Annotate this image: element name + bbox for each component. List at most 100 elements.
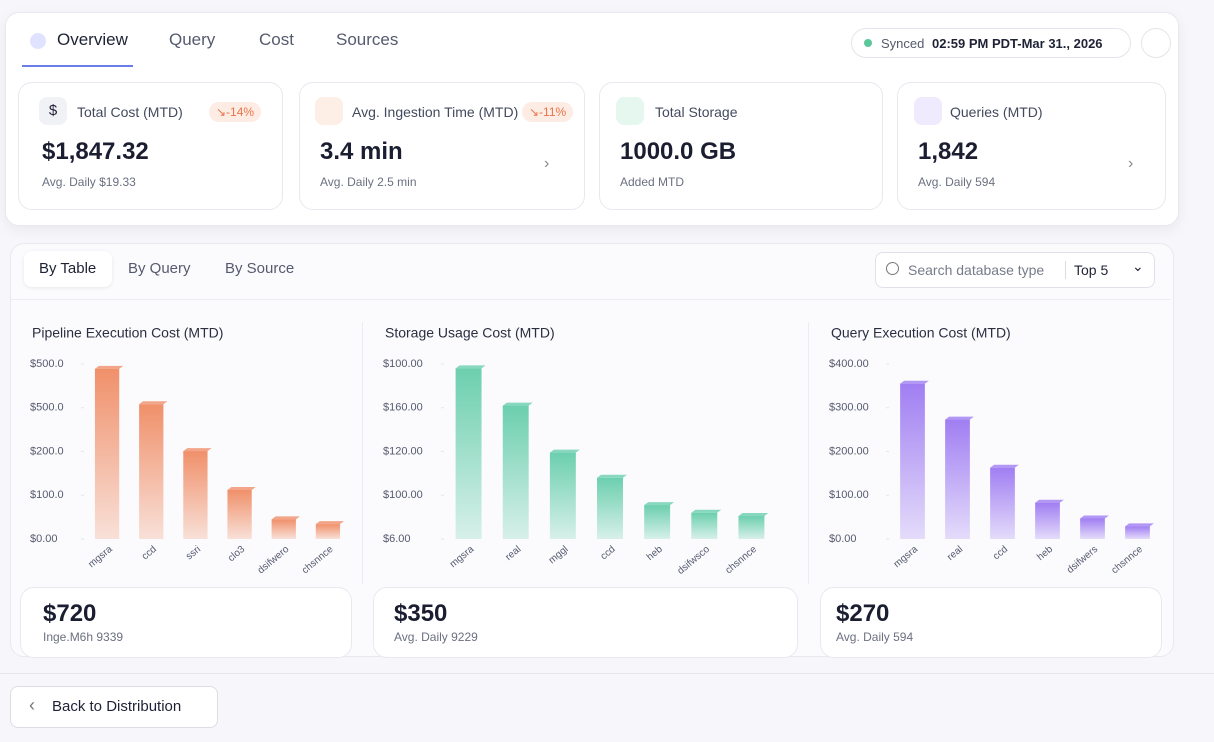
tab-underline: [22, 65, 133, 67]
kpi-sub: Avg. Daily 594: [918, 175, 996, 189]
bar-top: [597, 474, 627, 478]
subtab[interactable]: By Source: [225, 260, 295, 277]
chevron: ›: [544, 155, 550, 172]
summary-sub: Avg. Daily 9229: [394, 630, 478, 644]
tab[interactable]: Query: [169, 30, 216, 49]
bar: [227, 490, 252, 539]
overview-icon: [30, 33, 46, 49]
divider: [0, 673, 1214, 674]
back-label: Back to Distribution: [52, 698, 182, 715]
search-placeholder: Search database type: [908, 262, 1045, 278]
bar-top: [1035, 499, 1064, 503]
charts: Pipeline Execution Cost (MTD) $0.00 $100.0…: [30, 325, 1154, 577]
kpi-badge: ↘-14%: [209, 102, 262, 122]
kpi-icon: [315, 97, 343, 125]
y-tick-label: $160.00: [383, 402, 423, 414]
y-tick-label: $0.00: [829, 533, 857, 545]
bar-top: [94, 365, 124, 369]
bar: [597, 477, 623, 539]
bar-top: [990, 464, 1019, 468]
x-tick-label: real: [945, 544, 965, 563]
bar: [1125, 526, 1150, 539]
x-tick-label: chsnnce: [1110, 544, 1146, 577]
bar-top: [227, 487, 256, 490]
kpi-sub: Avg. Daily 2.5 min: [320, 175, 417, 189]
y-tick-label: $500.0: [30, 402, 64, 414]
bar-top: [1080, 515, 1109, 519]
kpi-card: $ Total Cost (MTD) ↘-14% $1,847.32 Avg. …: [18, 82, 283, 210]
bar-top: [315, 521, 345, 525]
kpi-sub: Added MTD: [620, 175, 685, 189]
sync-pill: Synced 02:59 PM PDT-Mar 31., 2026: [851, 28, 1131, 58]
y-tick-label: $500.0: [30, 358, 64, 370]
y-tick-label: $120.00: [383, 445, 423, 457]
bar-top: [738, 513, 769, 517]
kpi-card: Total Storage 1000.0 GB Added MTD: [599, 82, 883, 210]
summary-card: $270 Avg. Daily 594: [820, 587, 1162, 658]
bar-top: [271, 516, 300, 520]
summary-card: $350 Avg. Daily 9229: [373, 587, 798, 658]
bar-top: [183, 448, 212, 452]
tab[interactable]: Cost: [259, 30, 294, 49]
chart-title: Pipeline Execution Cost (MTD): [32, 325, 223, 341]
tab[interactable]: Sources: [336, 30, 399, 49]
subtab[interactable]: By Table: [39, 260, 97, 277]
x-tick-label: dsifwero: [256, 544, 292, 577]
bar: [900, 383, 925, 539]
top-select[interactable]: Top 5: [1074, 262, 1109, 278]
chart-title: Storage Usage Cost (MTD): [385, 325, 555, 341]
kpi-label: Total Cost (MTD): [77, 104, 183, 120]
summary-sub: Inge.M6h 9339: [43, 630, 124, 644]
back-button[interactable]: ‹ Back to Distribution: [10, 686, 218, 728]
x-tick-label: heb: [645, 544, 665, 563]
x-tick-label: ccd: [991, 544, 1010, 562]
bar-top: [945, 416, 974, 420]
search-box[interactable]: Search database type Top 5 ⌄: [875, 252, 1155, 288]
x-tick-label: mgsra: [892, 544, 921, 571]
bar: [1035, 502, 1060, 539]
y-tick-label: $6.00: [383, 533, 411, 545]
kpi-icon: [616, 97, 644, 125]
chevron: ›: [1128, 155, 1134, 172]
active-subtab: [24, 251, 112, 287]
kpi-card[interactable]: Queries (MTD) 1,842 Avg. Daily 594 ›: [897, 82, 1166, 210]
x-tick-label: mggl: [547, 544, 571, 566]
summary-value: $350: [394, 600, 448, 627]
bar: [315, 524, 341, 539]
bar-top: [549, 449, 580, 453]
subtab[interactable]: By Query: [128, 260, 191, 277]
bar-top: [502, 402, 533, 406]
bar: [183, 451, 208, 539]
y-tick-label: $400.00: [829, 358, 869, 370]
x-tick-label: ccd: [140, 544, 159, 562]
tab[interactable]: Overview: [57, 30, 128, 49]
bar: [94, 368, 120, 539]
x-tick-label: real: [503, 544, 523, 563]
book-button[interactable]: [1141, 28, 1171, 58]
y-tick-label: $200.0: [30, 445, 64, 457]
divider: [362, 322, 363, 584]
x-tick-label: mgsra: [86, 544, 115, 571]
summary-card: $720 Inge.M6h 9339: [20, 587, 352, 658]
y-tick-label: $0.00: [30, 533, 58, 545]
kpi-sub: Avg. Daily $19.33: [42, 175, 136, 189]
bar: [644, 505, 671, 539]
divider: [808, 322, 809, 584]
kpi-badge: ↘-11%: [522, 102, 574, 122]
kpi-value: 3.4 min: [320, 138, 403, 165]
bar-top: [455, 365, 486, 369]
y-tick-label: $200.00: [829, 445, 869, 457]
bar-top: [900, 380, 929, 384]
sync-status: Synced: [881, 36, 925, 51]
x-tick-label: chsnnce: [300, 544, 336, 577]
y-tick-label: $100.0: [30, 489, 64, 501]
bar: [502, 405, 529, 539]
bar-top: [139, 401, 168, 405]
kpi-value: 1000.0 GB: [620, 138, 737, 165]
kpi-card[interactable]: Avg. Ingestion Time (MTD) ↘-11% 3.4 min …: [299, 82, 585, 210]
x-tick-label: dsifwsco: [675, 544, 712, 577]
bar-top: [691, 509, 722, 513]
bar-top: [644, 502, 675, 506]
sync-time: 02:59 PM PDT-Mar 31., 2026: [932, 36, 1103, 51]
